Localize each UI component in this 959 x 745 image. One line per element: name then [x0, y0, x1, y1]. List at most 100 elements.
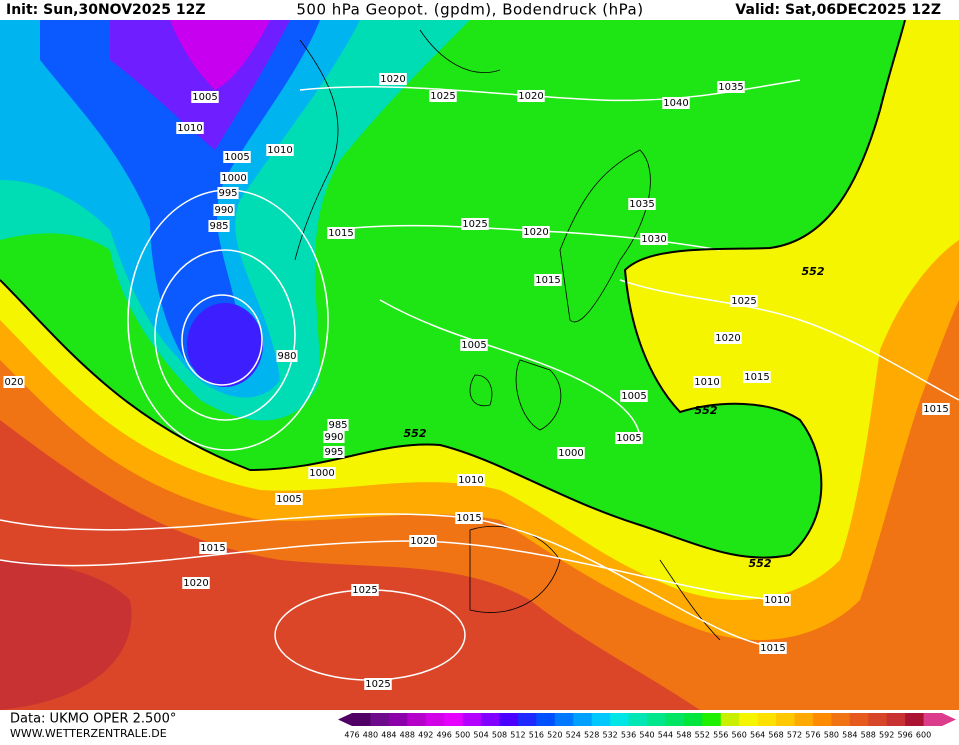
legend-label: 504	[473, 731, 488, 740]
legend-label: 588	[861, 731, 876, 740]
isobar-label: 1015	[744, 372, 769, 383]
legend-label: 556	[713, 731, 728, 740]
britain-coast	[515, 359, 562, 431]
isobar-label-bg	[191, 91, 219, 103]
isobar-label-bg	[323, 431, 345, 443]
isobar-label: 1010	[458, 475, 483, 486]
isobar-label-bg	[455, 512, 483, 524]
isobar-label-bg	[461, 218, 489, 230]
isobar-label: 1015	[760, 643, 785, 654]
legend-label: 484	[381, 731, 396, 740]
isobar-label-bg	[730, 295, 758, 307]
legend-swatch	[610, 713, 630, 726]
isobar-label: 1015	[328, 228, 353, 239]
isobar-label: 995	[218, 188, 237, 199]
field	[0, 20, 959, 710]
isobar-label: 995	[324, 447, 343, 458]
isobar-label-bg	[213, 204, 235, 216]
isobar-label: 1010	[267, 145, 292, 156]
legend-label: 528	[584, 731, 599, 740]
isobar-label: 990	[324, 432, 343, 443]
isobar-label: 1035	[718, 82, 743, 93]
isobar-label-bg	[220, 172, 248, 184]
legend-swatch	[812, 713, 832, 726]
isobar-label: 020	[4, 377, 23, 388]
legend-label: 572	[787, 731, 802, 740]
isobar-label: 1015	[535, 275, 560, 286]
isobar-label: 1005	[621, 391, 646, 402]
isobar-label-bg	[557, 447, 585, 459]
isobar-label: 1025	[352, 585, 377, 596]
isobar-label-bg	[620, 390, 648, 402]
legend-label: 544	[658, 731, 673, 740]
geopotential-label: 552	[404, 427, 427, 440]
legend-swatch	[554, 713, 574, 726]
isobar-label-bg	[275, 493, 303, 505]
isobar-label: 1020	[518, 91, 543, 102]
legend-swatch	[407, 713, 427, 726]
legend-swatch	[702, 713, 722, 726]
legend-swatch	[683, 713, 703, 726]
isobar-label-bg	[308, 467, 336, 479]
isobar-label: 1005	[616, 433, 641, 444]
legend-label: 512	[510, 731, 525, 740]
isobar-label: 1010	[764, 595, 789, 606]
legend-swatch	[370, 713, 390, 726]
legend-swatch	[462, 713, 482, 726]
isobar-label-bg	[743, 371, 771, 383]
legend-label: 552	[695, 731, 710, 740]
isobar-label: 1025	[462, 219, 487, 230]
isobar-label-bg	[379, 73, 407, 85]
legend-swatch	[868, 713, 888, 726]
isobar-label-bg	[922, 403, 950, 415]
isobar-label: 1000	[558, 448, 583, 459]
isobar-label: 1020	[183, 578, 208, 589]
legend-swatch	[388, 713, 408, 726]
isobar-label-bg	[628, 198, 656, 210]
legend-label: 508	[492, 731, 507, 740]
isobar-label-bg	[460, 339, 488, 351]
legend-swatch	[517, 713, 537, 726]
scandinavia-coast	[559, 149, 651, 323]
legend-swatch	[591, 713, 611, 726]
isobar-label: 1005	[461, 340, 486, 351]
legend-label: 480	[363, 731, 378, 740]
legend-swatch	[886, 713, 906, 726]
isobar-label: 1025	[731, 296, 756, 307]
low-core	[187, 303, 263, 387]
legend-swatch	[849, 713, 869, 726]
isobar-label-bg	[199, 542, 227, 554]
isobar-label-bg	[457, 474, 485, 486]
legend-label: 540	[639, 731, 654, 740]
legend-label: 560	[732, 731, 747, 740]
legend-label: 600	[916, 731, 931, 740]
legend-label: 532	[602, 731, 617, 740]
legend-label: 488	[400, 731, 415, 740]
legend-swatch	[720, 713, 740, 726]
legend-swatch	[665, 713, 685, 726]
legend-swatch	[573, 713, 593, 726]
isobar-label-bg	[409, 535, 437, 547]
legend-swatch	[628, 713, 648, 726]
isobar-label: 1025	[430, 91, 455, 102]
legend-label: 500	[455, 731, 470, 740]
isobar-label-bg	[517, 90, 545, 102]
legend-label: 520	[547, 731, 562, 740]
site-name: WWW.WETTERZENTRALE.DE	[10, 727, 167, 740]
isobar-label-bg	[717, 81, 745, 93]
isobar-label: 1015	[456, 513, 481, 524]
geopotential-label: 552	[695, 404, 718, 417]
isobar-label-bg	[223, 151, 251, 163]
isobar-label-bg	[3, 376, 25, 388]
legend-swatch	[647, 713, 666, 726]
legend-label: 492	[418, 731, 433, 740]
red-area	[0, 560, 132, 710]
legend-swatch	[923, 713, 943, 726]
geopotential-label: 552	[802, 265, 825, 278]
valid-time: Valid: Sat,06DEC2025 12Z	[735, 2, 941, 18]
isobar-label-bg	[327, 227, 355, 239]
isobar-label-bg	[640, 233, 668, 245]
legend-swatch	[794, 713, 814, 726]
